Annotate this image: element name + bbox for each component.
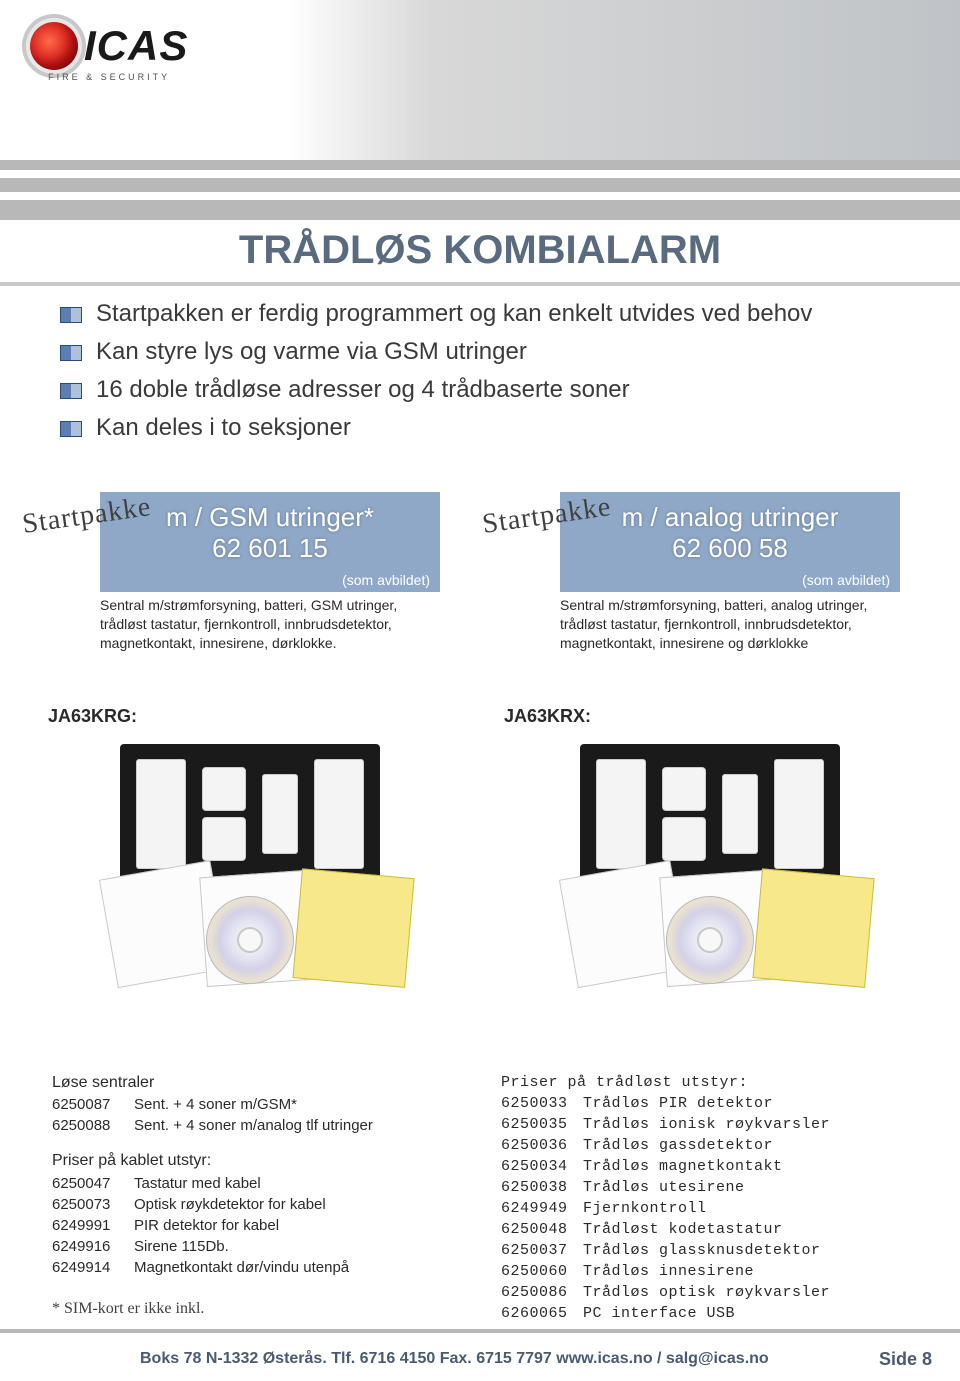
feature-text: Startpakken er ferdig programmert og kan… [96,300,812,328]
model-label: JA63KRX: [480,706,960,727]
product-image [520,734,900,994]
price-row: 6249949Fjernkontroll [501,1198,920,1219]
startpack-gsm: Startpakke m / GSM utringer* 62 601 15 (… [0,492,480,653]
page-footer: Boks 78 N-1332 Østerås. Tlf. 6716 4150 F… [0,1337,960,1381]
pack-caption: (som avbildet) [560,570,900,592]
feature-item: Kan styre lys og varme via GSM utringer [60,338,920,366]
startpack-box: m / GSM utringer* 62 601 15 [100,492,440,570]
footer-divider [0,1329,960,1333]
header-band: ICAS FIRE & SECURITY [0,0,960,170]
price-row: 6250047Tastatur med kabel [52,1173,471,1194]
price-row: 6249914Magnetkontakt dør/vindu utenpå [52,1257,471,1278]
price-row: 6250073Optisk røykdetektor for kabel [52,1194,471,1215]
model-labels-row: JA63KRG: JA63KRX: [0,706,960,727]
price-row: 6249916Sirene 115Db. [52,1236,471,1257]
startpack-box: m / analog utringer 62 600 58 [560,492,900,570]
brand-logo: ICAS FIRE & SECURITY [30,22,188,82]
sim-note: * SIM-kort er ikke inkl. [52,1300,204,1318]
pack-number: 62 600 58 [560,533,900,564]
page-number: Side 8 [879,1349,932,1370]
pack-description: Sentral m/strømforsyning, batteri, analo… [560,596,900,653]
feature-list: Startpakken er ferdig programmert og kan… [60,300,920,452]
pricing-section: Løse sentraler 6250087Sent. + 4 soner m/… [0,1072,960,1324]
pack-description: Sentral m/strømforsyning, batteri, GSM u… [100,596,440,653]
pricing-left-column: Løse sentraler 6250087Sent. + 4 soner m/… [52,1072,471,1324]
feature-item: 16 doble trådløse adresser og 4 trådbase… [60,376,920,404]
pack-caption: (som avbildet) [100,570,440,592]
price-row: 6250087Sent. + 4 soner m/GSM* [52,1094,471,1115]
product-images-row [0,734,960,994]
bullet-icon [60,383,82,399]
price-row: 6249991PIR detektor for kabel [52,1215,471,1236]
divider [0,178,960,192]
startpack-row: Startpakke m / GSM utringer* 62 601 15 (… [0,492,960,653]
price-row: 6250060Trådløs innesirene [501,1261,920,1282]
price-row: 6250035Trådløs ionisk røykvarsler [501,1114,920,1135]
page-title: TRÅDLØS KOMBIALARM [0,228,960,273]
price-row: 6250086Trådløs optisk røykvarsler [501,1282,920,1303]
price-row: 6250033Trådløs PIR detektor [501,1093,920,1114]
product-image [60,734,440,994]
brand-name: ICAS [84,22,188,70]
feature-item: Kan deles i to seksjoner [60,414,920,442]
price-row: 6250088Sent. + 4 soner m/analog tlf utri… [52,1115,471,1136]
feature-text: Kan styre lys og varme via GSM utringer [96,338,527,366]
feature-text: 16 doble trådløse adresser og 4 trådbase… [96,376,630,404]
price-row: 6250038Trådløs utesirene [501,1177,920,1198]
price-row: 6250034Trådløs magnetkontakt [501,1156,920,1177]
price-row: 6250036Trådløs gassdetektor [501,1135,920,1156]
lose-header: Løse sentraler [52,1072,471,1094]
pricing-right-column: Priser på trådløst utstyr: 6250033Trådlø… [501,1072,920,1324]
divider [0,282,960,286]
cd-icon [206,896,294,984]
bullet-icon [60,421,82,437]
tradlos-header: Priser på trådløst utstyr: [501,1072,920,1093]
price-row: 6250048Trådløst kodetastatur [501,1219,920,1240]
bullet-icon [60,307,82,323]
bullet-icon [60,345,82,361]
cd-icon [666,896,754,984]
startpack-analog: Startpakke m / analog utringer 62 600 58… [480,492,960,653]
kablet-header: Priser på kablet utstyr: [52,1150,471,1172]
logo-dot-icon [30,22,78,70]
divider [0,200,960,220]
price-row: 6250037Trådløs glassknusdetektor [501,1240,920,1261]
model-label: JA63KRG: [0,706,480,727]
brand-tagline: FIRE & SECURITY [48,72,170,82]
pack-number: 62 601 15 [100,533,440,564]
price-row: 6260065 PC interface USB [501,1303,920,1324]
footer-contact: Boks 78 N-1332 Østerås. Tlf. 6716 4150 F… [140,1350,769,1368]
feature-text: Kan deles i to seksjoner [96,414,351,442]
feature-item: Startpakken er ferdig programmert og kan… [60,300,920,328]
